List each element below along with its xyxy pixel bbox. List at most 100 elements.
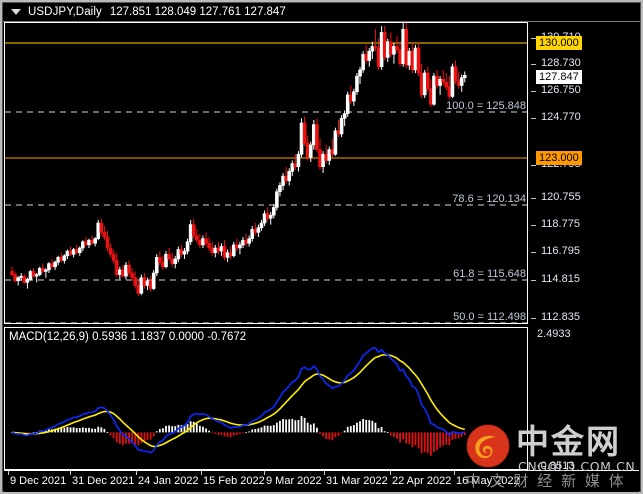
candle	[392, 43, 396, 64]
macd-histogram-bar	[208, 430, 211, 433]
candle	[81, 240, 85, 252]
candle	[102, 226, 107, 241]
candle	[158, 251, 162, 266]
macd-histogram-bar	[158, 428, 161, 433]
candle	[327, 146, 332, 166]
time-axis-label: 15 Feb 2022	[203, 475, 265, 487]
candle	[321, 151, 325, 173]
candle	[93, 237, 97, 247]
macd-histogram-bar	[279, 420, 281, 433]
macd-histogram-bar	[266, 425, 269, 433]
macd-scale-top: 2.4933	[537, 328, 571, 340]
macd-histogram-bar	[32, 432, 35, 434]
macd-histogram-bar	[214, 432, 217, 434]
macd-histogram-bar	[383, 431, 386, 433]
macd-histogram-bar	[328, 432, 331, 440]
fib-label-78.6: 78.6 = 120.134	[452, 193, 526, 205]
candle	[416, 41, 421, 77]
candle	[62, 254, 67, 264]
macd-histogram-bar	[239, 432, 241, 435]
macd-histogram-bar	[288, 419, 291, 433]
candle	[22, 274, 27, 284]
macd-histogram-bar	[232, 432, 235, 436]
macd-histogram-bar	[411, 432, 414, 448]
macd-histogram-bar	[269, 425, 272, 433]
candle	[154, 254, 159, 277]
candle	[151, 269, 156, 291]
macd-histogram-bar	[192, 421, 195, 433]
candle	[74, 244, 79, 255]
candle	[364, 44, 369, 64]
macd-histogram-bar	[371, 420, 374, 433]
candle	[111, 249, 116, 264]
macd-histogram-bar	[365, 419, 368, 433]
price-pane[interactable]	[4, 22, 528, 324]
candle	[238, 241, 242, 255]
macd-histogram-bar	[106, 432, 109, 433]
macd-histogram-bar	[396, 432, 398, 439]
macd-histogram-bar	[137, 432, 140, 446]
candle	[456, 71, 461, 89]
macd-histogram-bar	[436, 432, 438, 451]
price-chart-svg	[5, 23, 527, 323]
macd-histogram-bar	[389, 432, 392, 436]
candle	[65, 249, 70, 259]
macd-histogram-bar	[402, 432, 405, 440]
macd-histogram-bar	[168, 425, 170, 433]
price-tick-label: 120.755	[541, 191, 581, 203]
macd-histogram-bar	[393, 432, 395, 437]
candle	[293, 154, 298, 170]
macd-histogram-bar	[134, 432, 137, 445]
fib-label-61.8: 61.8 = 115.648	[453, 268, 526, 280]
candle	[173, 255, 178, 269]
macd-histogram-bar	[260, 427, 263, 433]
candle	[105, 230, 110, 252]
macd-histogram-bar	[88, 427, 90, 433]
macd-histogram-bar	[198, 425, 201, 433]
macd-histogram-bar	[343, 430, 346, 433]
candle	[195, 229, 199, 244]
candle	[302, 116, 307, 147]
macd-histogram-bar	[334, 432, 337, 438]
macd-histogram-bar	[414, 432, 417, 446]
macd-histogram-bar	[340, 432, 343, 434]
candle	[28, 269, 33, 281]
macd-histogram-bar	[217, 432, 220, 435]
candle	[68, 246, 73, 256]
candle	[395, 35, 399, 53]
candle	[382, 26, 387, 61]
macd-histogram-bar	[69, 427, 72, 433]
macd-histogram-bar	[380, 427, 383, 433]
macd-pane[interactable]	[4, 327, 528, 470]
candle	[268, 212, 273, 225]
macd-histogram-bar	[312, 423, 315, 433]
candle	[213, 244, 218, 258]
candle	[355, 73, 359, 95]
macd-histogram-bar	[149, 432, 152, 440]
candle	[188, 219, 193, 245]
price-tick-label: 126.750	[541, 84, 581, 96]
candle	[108, 243, 113, 258]
candle	[10, 266, 14, 277]
candle	[389, 32, 393, 58]
price-scale[interactable]: 130.710128.730126.750124.770122.795120.7…	[529, 22, 639, 472]
candle	[34, 273, 39, 283]
macd-histogram-bar	[433, 432, 435, 452]
macd-histogram-bar	[155, 431, 158, 433]
macd-histogram-bar	[346, 426, 349, 433]
candle	[318, 138, 322, 170]
triangle-down-icon[interactable]	[11, 9, 21, 15]
candle	[127, 260, 131, 277]
time-axis-label: 24 Jan 2022	[138, 475, 199, 487]
macd-histogram-bar	[319, 432, 321, 434]
macd-histogram-bar	[103, 428, 106, 433]
candle	[142, 273, 147, 289]
price-tick-mark	[531, 118, 536, 119]
macd-histogram-bar	[460, 432, 463, 437]
candle	[241, 237, 245, 248]
candle	[265, 207, 270, 222]
macd-histogram-bar	[29, 432, 32, 434]
macd-histogram-bar	[171, 426, 174, 433]
candle	[139, 274, 144, 295]
candle	[296, 151, 301, 172]
